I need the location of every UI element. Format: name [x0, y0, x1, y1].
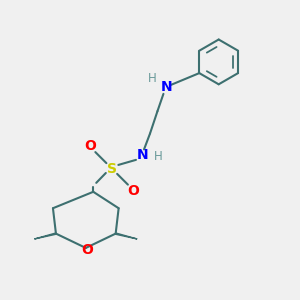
Text: N: N	[137, 148, 148, 162]
Text: O: O	[81, 243, 93, 257]
Polygon shape	[116, 233, 137, 239]
Text: S: S	[107, 161, 117, 176]
Text: O: O	[127, 184, 139, 198]
Text: H: H	[148, 72, 157, 86]
Text: N: N	[160, 80, 172, 94]
Polygon shape	[34, 233, 56, 239]
Text: O: O	[84, 139, 96, 152]
Text: H: H	[154, 150, 162, 164]
